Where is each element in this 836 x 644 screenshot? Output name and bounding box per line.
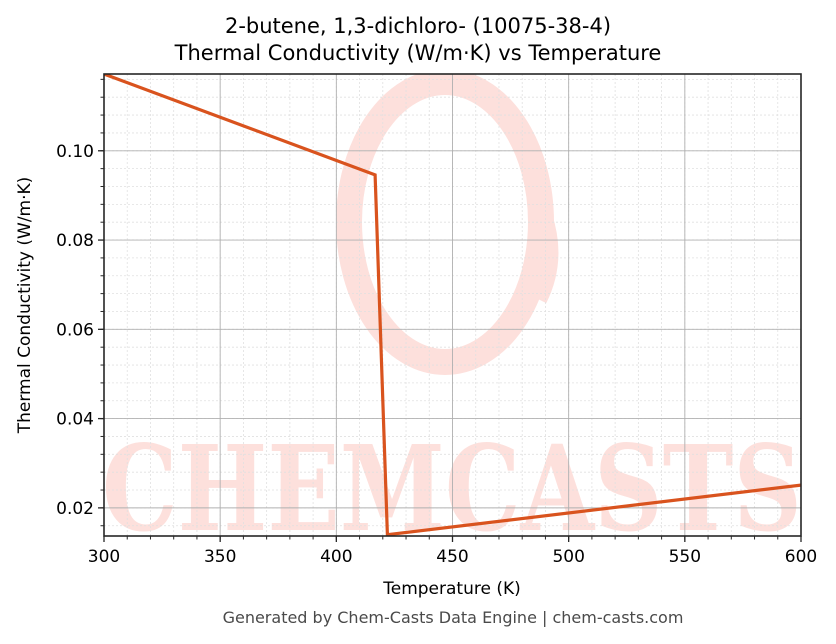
svg-text:300: 300 [88, 547, 120, 567]
svg-text:350: 350 [204, 547, 236, 567]
chart-subtitle: Thermal Conductivity (W/m·K) vs Temperat… [174, 41, 662, 65]
svg-text:0.08: 0.08 [56, 231, 94, 251]
svg-text:0.06: 0.06 [56, 320, 94, 340]
axis-ticks [98, 78, 802, 542]
svg-text:450: 450 [436, 547, 468, 567]
footer-credit: Generated by Chem-Casts Data Engine | ch… [222, 608, 684, 627]
y-tick-labels: 0.02 0.04 0.06 0.08 0.10 [56, 142, 94, 519]
svg-text:0.10: 0.10 [56, 142, 94, 162]
svg-text:400: 400 [320, 547, 352, 567]
y-axis-label: Thermal Conductivity (W/m·K) [15, 177, 35, 435]
svg-text:0.02: 0.02 [56, 499, 94, 519]
chemcasts-watermark: CHEMCASTS [104, 74, 801, 536]
svg-text:600: 600 [785, 547, 817, 567]
svg-text:0.04: 0.04 [56, 410, 94, 430]
svg-text:550: 550 [669, 547, 701, 567]
chart-title: 2-butene, 1,3-dichloro- (10075-38-4) [224, 14, 612, 38]
data-series [104, 74, 801, 536]
x-axis-label: Temperature (K) [382, 579, 521, 599]
x-tick-labels: 300 350 400 450 500 550 600 [88, 547, 817, 567]
svg-text:500: 500 [552, 547, 584, 567]
